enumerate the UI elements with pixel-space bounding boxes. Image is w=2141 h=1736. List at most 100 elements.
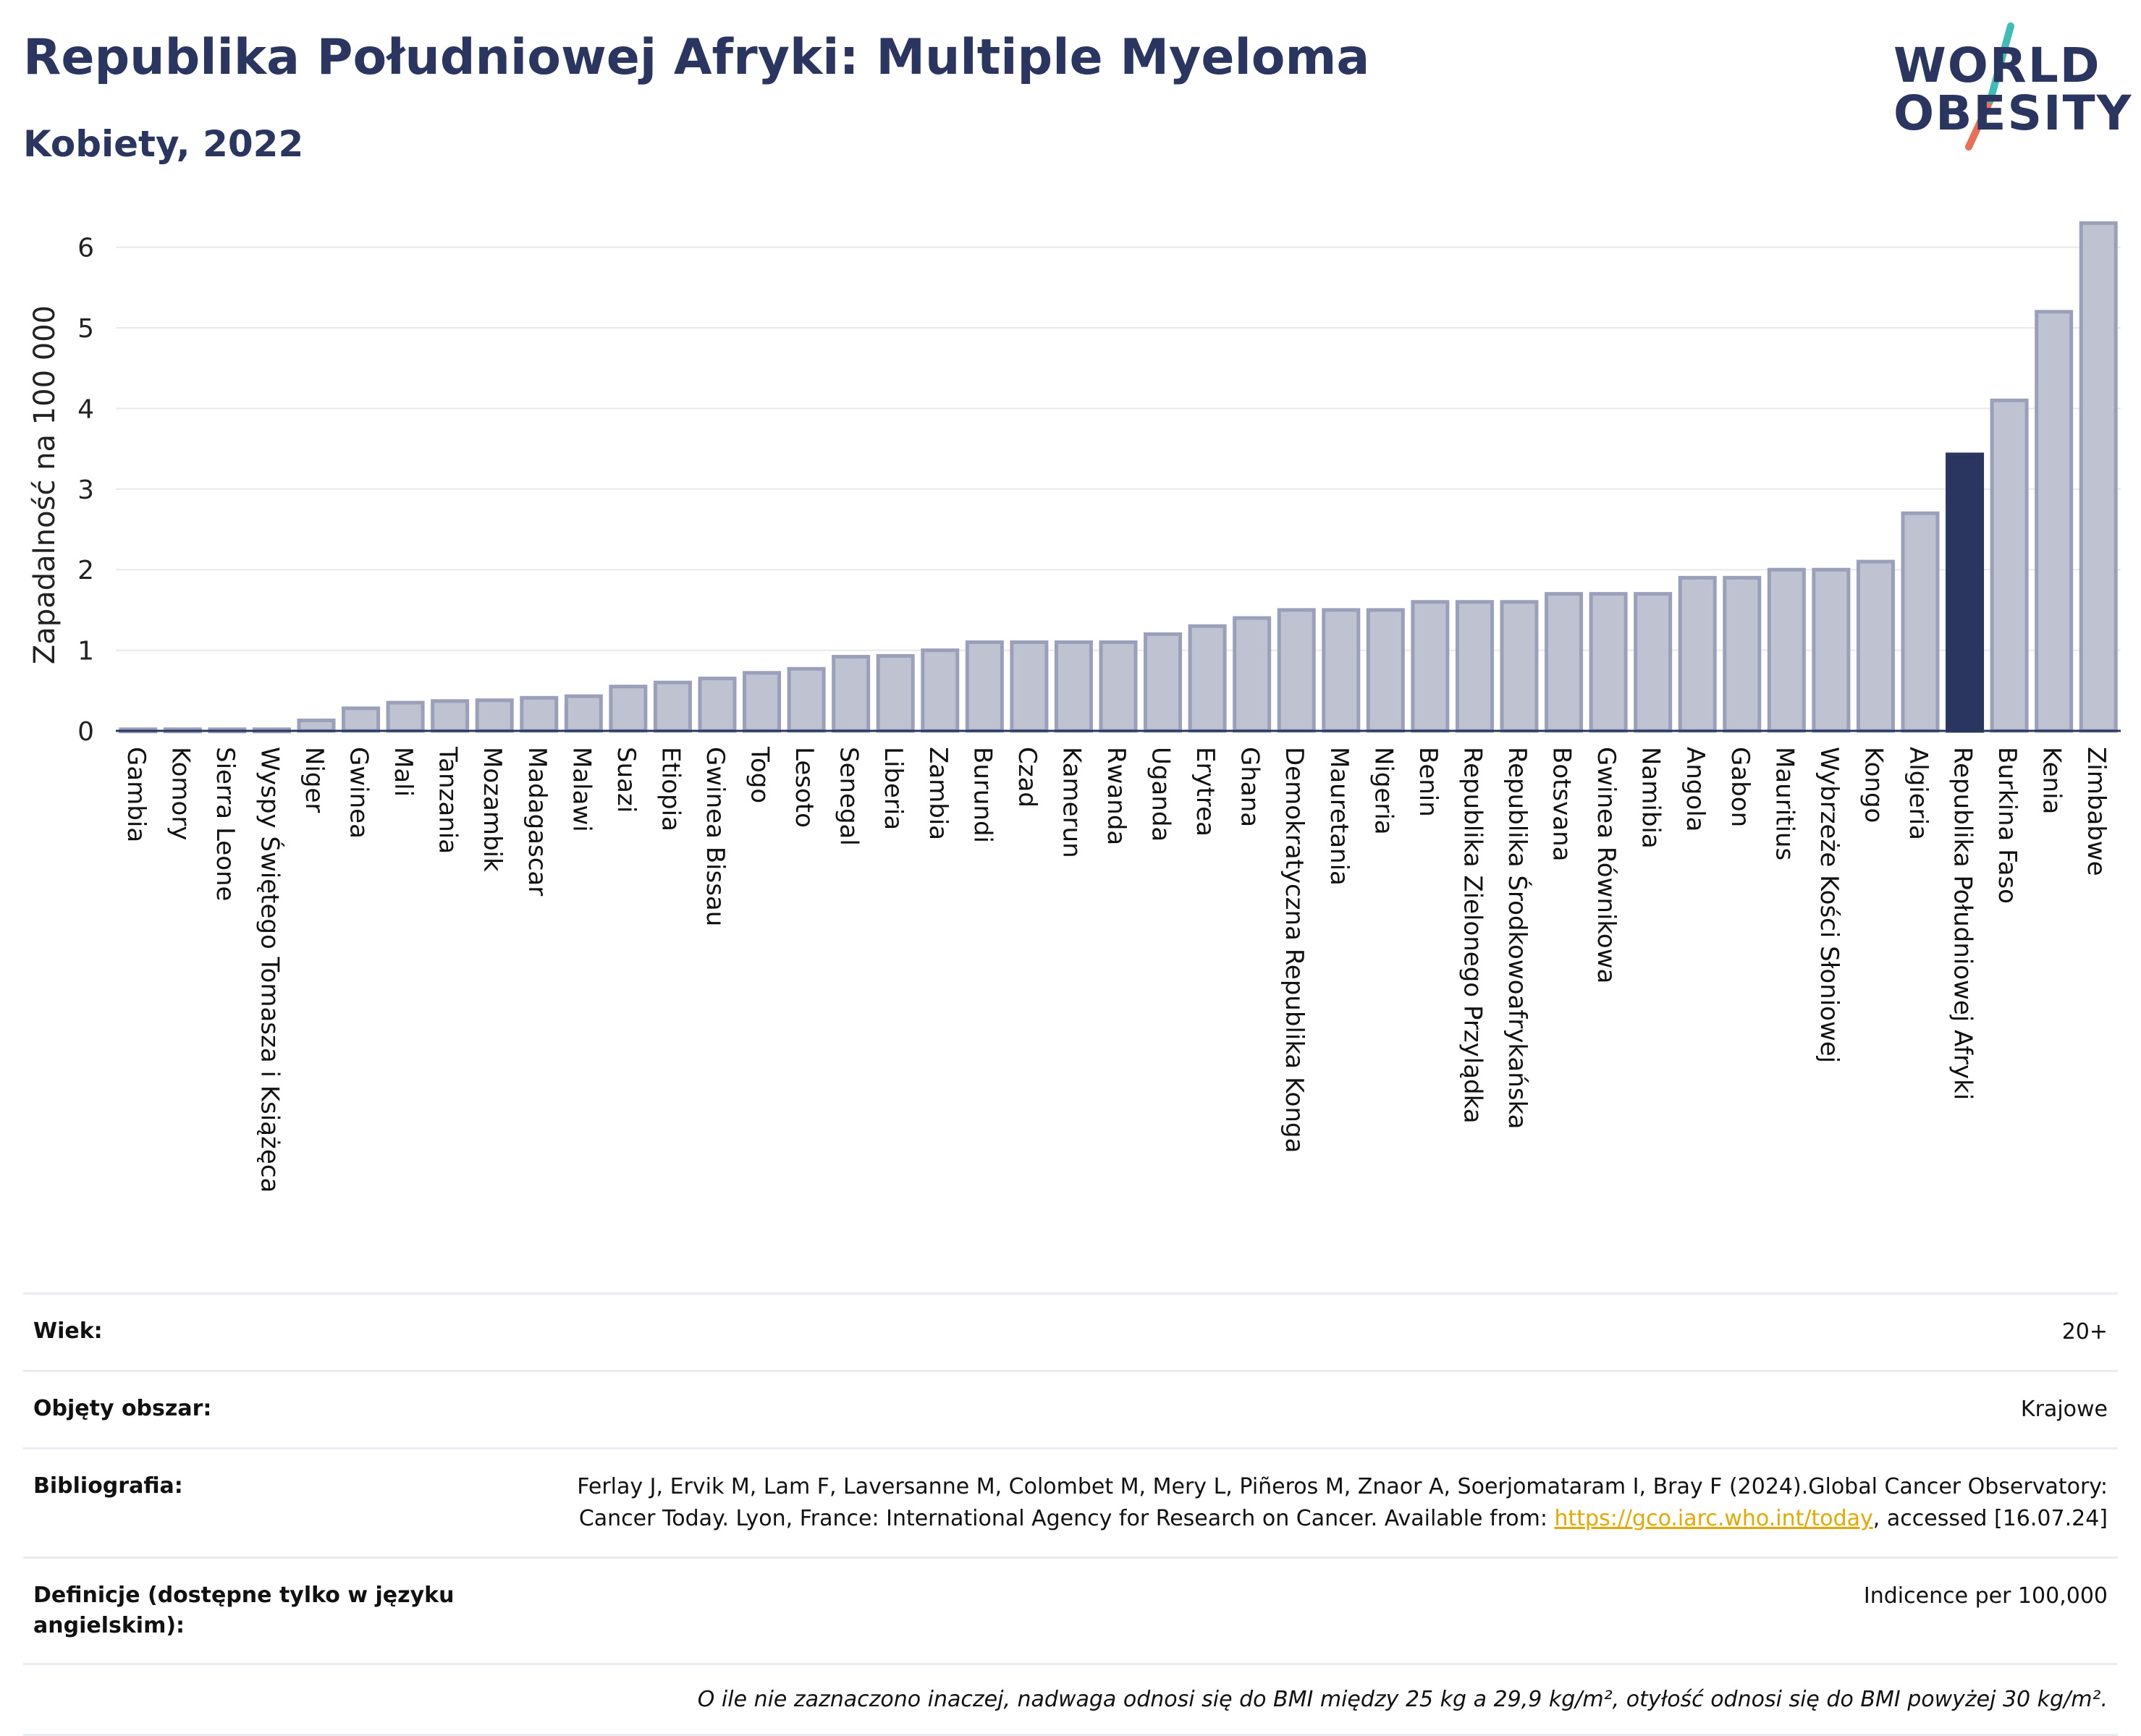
page-subtitle: Kobiety, 2022 xyxy=(23,123,304,165)
x-tick-label: Republika Zielonego Przylądka xyxy=(1458,747,1487,1124)
bar xyxy=(1545,592,1584,733)
x-tick-label: Malawi xyxy=(567,747,596,832)
bar xyxy=(1723,575,1762,733)
logo-line2: OBESITY xyxy=(1893,85,2133,141)
bar xyxy=(1188,624,1227,733)
x-tick-label: Mali xyxy=(389,747,418,797)
bars-layer xyxy=(116,221,2121,734)
y-ticks-layer: 0 1 2 3 4 5 6 xyxy=(77,234,94,747)
meta-row-area: Objęty obszar: Krajowe xyxy=(23,1370,2118,1447)
bar xyxy=(832,655,871,733)
x-tick-label: Burkina Faso xyxy=(1993,747,2022,904)
meta-key-age: Wiek: xyxy=(33,1318,103,1344)
x-tick-label: Kamerun xyxy=(1057,747,1086,858)
meta-key-area: Objęty obszar: xyxy=(33,1396,212,1421)
x-tick-label: Nigeria xyxy=(1369,747,1398,835)
x-tick-label: Gabon xyxy=(1726,747,1754,827)
meta-value-bibliography: Ferlay J, Ervik M, Lam F, Laversanne M, … xyxy=(515,1471,2108,1535)
bar xyxy=(1812,567,1851,733)
y-tick-label: 3 xyxy=(77,475,94,505)
bar xyxy=(1589,592,1628,733)
x-tick-label: Republika Południowej Afryki xyxy=(1948,747,1977,1100)
bar-highlight xyxy=(1946,452,1985,733)
x-tick-label: Tanzania xyxy=(434,746,463,854)
x-tick-label: Czad xyxy=(1013,747,1042,808)
x-tick-label: Kenia xyxy=(2037,747,2066,814)
bar xyxy=(609,685,648,733)
x-tick-label: Ghana xyxy=(1236,747,1264,827)
page-title: Republika Południowej Afryki: Multiple M… xyxy=(23,29,1370,86)
bar xyxy=(297,719,336,733)
x-tick-label: Sierra Leone xyxy=(211,747,240,901)
bar xyxy=(2079,221,2118,733)
x-tick-label: Wyspy Świętego Tomasza i Książęca xyxy=(255,747,284,1193)
meta-key-bibliography: Bibliografia: xyxy=(33,1473,183,1499)
bibliography-link[interactable]: https://gco.iarc.who.int/today xyxy=(1554,1506,1873,1531)
x-tick-label: Gwinea xyxy=(345,747,373,839)
x-tick-label: Republika Środkowoafrykańska xyxy=(1503,747,1532,1129)
meta-row-age: Wiek: 20+ xyxy=(23,1292,2118,1370)
x-tick-label: Togo xyxy=(746,746,774,803)
meta-value-age: 20+ xyxy=(2061,1319,2108,1345)
bar xyxy=(1767,567,1806,733)
bar xyxy=(876,653,915,733)
x-tick-label: Rwanda xyxy=(1102,747,1131,845)
x-tick-label: Benin xyxy=(1414,747,1443,817)
bar xyxy=(1277,608,1316,733)
bar xyxy=(965,640,1004,733)
bar xyxy=(1678,575,1717,733)
bibliography-text: Ferlay J, Ervik M, Lam F, Laversanne M, … xyxy=(577,1474,2108,1531)
meta-key-definitions: Definicje (dostępne tylko w języku angie… xyxy=(33,1583,455,1638)
bar xyxy=(342,706,381,733)
bar xyxy=(1634,592,1673,733)
x-tick-label: Niger xyxy=(300,747,329,813)
x-tick-label: Gwinea Równikowa xyxy=(1592,747,1621,983)
bar xyxy=(1455,600,1494,733)
x-tick-label: Liberia xyxy=(879,747,908,830)
bar xyxy=(698,677,737,733)
bar xyxy=(743,671,782,733)
bar xyxy=(1099,640,1138,733)
x-tick-label: Suazi xyxy=(612,747,641,813)
bar xyxy=(1500,600,1539,733)
x-tick-label: Gwinea Bissau xyxy=(701,747,730,926)
bar xyxy=(1411,600,1450,733)
meta-row-bibliography: Bibliografia: Ferlay J, Ervik M, Lam F, … xyxy=(23,1447,2118,1557)
x-tick-label: Botsvana xyxy=(1547,747,1576,862)
bibliography-accessed: , accessed [16.07.24] xyxy=(1872,1506,2108,1531)
bar xyxy=(2035,310,2074,733)
x-tick-label: Namibia xyxy=(1637,747,1665,849)
bar xyxy=(787,666,826,733)
x-tick-label: Burundi xyxy=(968,747,997,843)
x-tick-label: Etiopia xyxy=(656,747,685,831)
x-tick-label: Uganda xyxy=(1146,747,1175,842)
y-tick-label: 6 xyxy=(77,234,94,263)
x-tick-label: Zimbabwe xyxy=(2082,747,2111,876)
x-tick-label: Angola xyxy=(1681,747,1710,831)
bar xyxy=(921,648,960,733)
logo-slash-icon xyxy=(1965,22,2014,151)
x-tick-label: Lesoto xyxy=(790,747,819,828)
bar xyxy=(1901,511,1940,733)
bar xyxy=(1366,608,1405,733)
bmi-note: O ile nie zaznaczono inaczej, nadwaga od… xyxy=(697,1687,2108,1712)
meta-value-definitions: Indicence per 100,000 xyxy=(1863,1583,2108,1609)
x-tick-label: Zambia xyxy=(924,747,953,840)
x-tick-label: Mozambik xyxy=(478,747,507,872)
bar xyxy=(564,694,603,733)
bar-chart: 0 1 2 3 4 5 6 Gambia Komory Sierra Leone Wyspy Św… xyxy=(77,221,2121,1193)
x-tick-label: Komory xyxy=(166,747,195,840)
y-tick-label: 4 xyxy=(77,394,94,424)
x-tick-label: Mauretania xyxy=(1325,747,1354,886)
x-tick-label: Erytrea xyxy=(1191,747,1220,837)
world-obesity-logo: WORLD OBESITY xyxy=(1882,20,2131,151)
y-tick-label: 0 xyxy=(77,717,94,747)
y-tick-label: 5 xyxy=(77,314,94,344)
x-ticks-layer: Gambia Komory Sierra Leone Wyspy Świętego T… xyxy=(122,746,2111,1193)
meta-row-note: O ile nie zaznaczono inaczej, nadwaga od… xyxy=(23,1663,2118,1736)
metadata-table: Wiek: 20+ Objęty obszar: Krajowe Bibliog… xyxy=(23,1292,2118,1736)
meta-value-area: Krajowe xyxy=(2020,1397,2108,1422)
x-tick-label: Madagascar xyxy=(523,747,552,896)
bar xyxy=(431,699,470,733)
bar xyxy=(1144,632,1183,733)
